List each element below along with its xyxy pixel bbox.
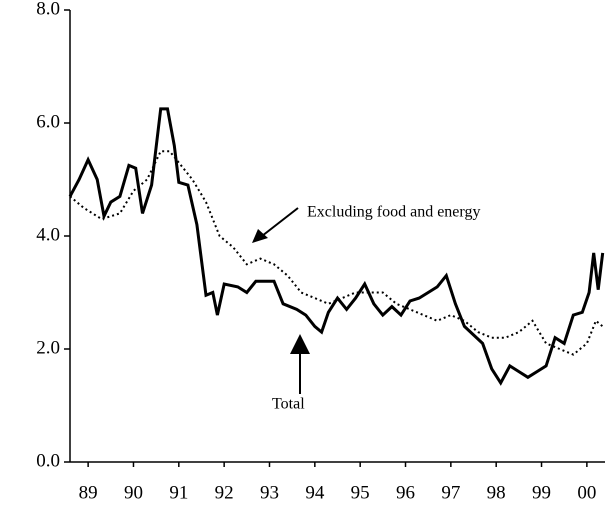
- arrowhead: [252, 229, 268, 243]
- line-series: [68, 107, 605, 386]
- x-tick-label: 94: [305, 482, 325, 503]
- x-tick-label: 96: [396, 482, 415, 503]
- x-tick-label: 91: [169, 482, 188, 503]
- x-tick-label: 92: [215, 482, 234, 503]
- x-tick-label: 90: [124, 482, 143, 503]
- x-tick-label: 95: [351, 482, 370, 503]
- x-tick-label: 98: [487, 482, 506, 503]
- x-tick-label: 00: [577, 482, 596, 503]
- annotation: Excluding food and energy: [307, 204, 480, 221]
- x-tick-label: 97: [441, 482, 460, 503]
- annotation: Total: [272, 396, 305, 413]
- x-tick-label: 93: [260, 482, 279, 503]
- y-tick-label: 8.0: [36, 0, 60, 19]
- y-tick-label: 2.0: [36, 337, 60, 358]
- arrow: [261, 207, 299, 237]
- y-tick-label: 0.0: [36, 450, 60, 471]
- x-tick-label: 89: [79, 482, 98, 503]
- x-tick-label: 99: [532, 482, 551, 503]
- y-tick-label: 4.0: [36, 224, 60, 245]
- arrowhead: [290, 334, 310, 354]
- line-series: [69, 150, 604, 356]
- y-tick-label: 6.0: [36, 111, 60, 132]
